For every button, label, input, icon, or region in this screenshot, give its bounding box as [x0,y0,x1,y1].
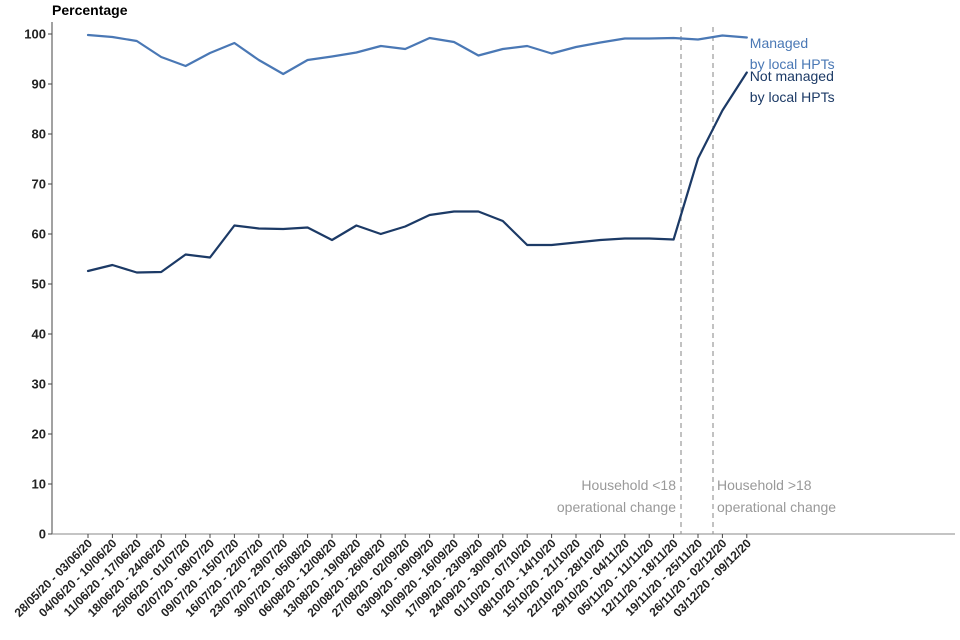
y-tick-label: 70 [32,177,46,192]
series-label: Not managed [750,68,834,84]
annotation-label: Household >18 [717,477,812,493]
series-label: by local HPTs [750,89,835,105]
y-tick-label: 20 [32,427,46,442]
y-tick-label: 30 [32,377,46,392]
annotation-label: operational change [717,499,836,515]
y-tick-label: 40 [32,327,46,342]
annotation-label: Household <18 [581,477,676,493]
y-tick-label: 90 [32,77,46,92]
y-tick-label: 100 [24,27,46,42]
y-tick-label: 60 [32,227,46,242]
y-tick-label: 0 [39,527,46,542]
series-label: Managed [750,35,808,51]
y-tick-label: 50 [32,277,46,292]
y-tick-label: 10 [32,477,46,492]
annotation-group: Household <18 operational change Household… [557,27,836,534]
annotation-label: operational change [557,499,676,515]
series-group [86,33,748,274]
y-tick-label: 80 [32,127,46,142]
series-label: by local HPTs [750,56,835,72]
y-axis-title: Percentage [52,2,128,18]
series-line [86,71,748,274]
series-line [86,33,748,76]
y-axis: 0 10 20 30 40 50 60 70 80 90 100 [24,22,53,542]
